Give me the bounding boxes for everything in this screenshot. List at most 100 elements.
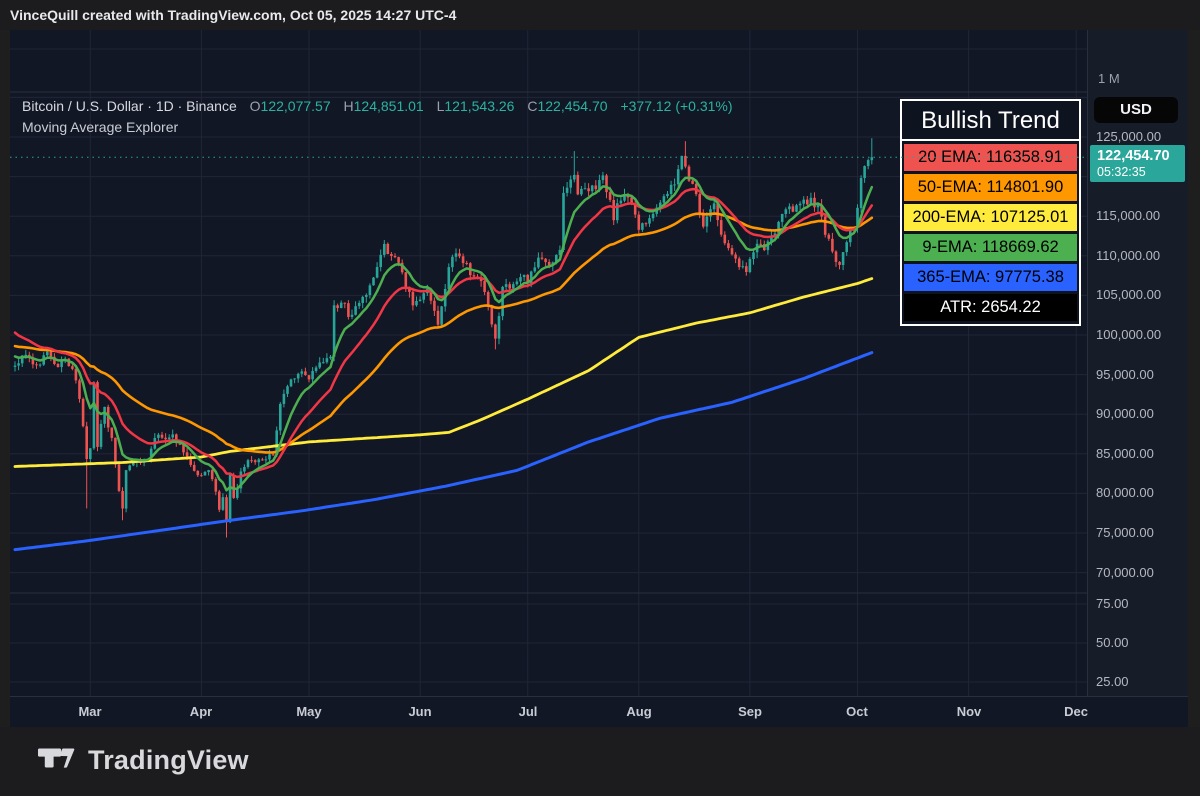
tradingview-logo[interactable]: TradingView	[38, 743, 249, 777]
candle-body	[669, 184, 673, 194]
candle-body	[325, 358, 329, 363]
candle-body	[404, 272, 408, 287]
candle-body	[748, 259, 752, 272]
price-axis[interactable]: 1 M USD 122,454.70 05:32:35 125,000.00 11…	[1087, 30, 1188, 696]
candle-body	[616, 203, 619, 221]
candle-body	[497, 316, 501, 339]
time-axis[interactable]: Mar Apr May Jun Jul Aug Sep Oct Nov Dec	[10, 696, 1188, 727]
candle-body	[200, 475, 203, 477]
candle-body	[648, 218, 651, 224]
candle-body	[322, 362, 325, 364]
candle-body	[447, 267, 451, 289]
candle-body	[698, 194, 701, 213]
candle-body	[246, 460, 250, 467]
candle-body	[601, 175, 605, 181]
month-label-may: May	[296, 704, 322, 719]
tradingview-logo-icon	[38, 748, 75, 768]
candle-body	[418, 299, 422, 301]
currency-toggle-button[interactable]: USD	[1094, 97, 1178, 123]
candle-body	[827, 234, 831, 239]
candle-body	[633, 203, 637, 215]
footer-bar: TradingView	[0, 727, 1200, 796]
candle-body	[103, 406, 106, 424]
price-tick-label: 105,000.00	[1096, 287, 1162, 302]
lower-pane-tick-label: 50.00	[1096, 635, 1129, 650]
candle-body	[623, 194, 626, 201]
candle-body	[608, 192, 612, 200]
price-tick-label: 110,000.00	[1096, 248, 1161, 263]
candle-body	[816, 205, 820, 208]
legend-row-1: 50-EMA: 114801.90	[904, 174, 1077, 201]
month-label-mar: Mar	[78, 704, 102, 719]
candle-body	[214, 479, 218, 492]
candle-body	[408, 286, 411, 292]
candle-body	[31, 357, 35, 365]
chart-plot[interactable]: Bitcoin / U.S. Dollar · 1D · Binance O12…	[10, 30, 1087, 696]
candle-body	[178, 443, 182, 445]
price-tick-label: 115,000.00	[1096, 208, 1161, 223]
candle-body	[411, 291, 415, 306]
change-value: +377.12 (+0.31%)	[620, 98, 733, 114]
candle-body	[823, 216, 827, 235]
candle-body	[354, 306, 357, 315]
candle-body	[809, 197, 813, 205]
lower-pane-tick-label: 25.00	[1096, 674, 1129, 689]
attribution-text: VinceQuill created with TradingView.com,…	[10, 7, 457, 23]
legend-row-0: 20 EMA: 116358.91	[904, 144, 1077, 171]
candle-body	[752, 252, 755, 259]
last-price-value: 122,454.70	[1097, 148, 1170, 164]
candle-body	[314, 367, 318, 371]
candle-body	[673, 184, 676, 186]
symbol-name: Bitcoin / U.S. Dollar · 1D · Binance	[22, 98, 237, 114]
candle-body	[587, 188, 590, 192]
candle-body	[529, 271, 533, 284]
candle-body	[160, 434, 164, 438]
candle-body	[519, 277, 522, 282]
candle-body	[311, 371, 314, 380]
candle-body	[472, 275, 476, 277]
candle-body	[676, 169, 680, 185]
last-price-badge: 122,454.70 05:32:35	[1090, 145, 1185, 182]
month-label-aug: Aug	[626, 704, 652, 719]
candle-body	[684, 155, 687, 167]
candle-body	[415, 301, 418, 306]
candle-body	[207, 470, 210, 473]
lower-pane-tick-label: 75.00	[1096, 596, 1129, 611]
candle-body	[870, 157, 874, 161]
candle-body	[580, 188, 583, 195]
candle-body	[167, 437, 171, 440]
candle-body	[117, 464, 121, 491]
candle-body	[845, 242, 848, 253]
candle-body	[702, 212, 705, 227]
candle-body	[171, 434, 174, 438]
candle-body	[458, 253, 461, 257]
price-tick-label: 100,000.00	[1096, 327, 1162, 342]
candle-body	[856, 207, 859, 228]
candle-body	[820, 205, 823, 217]
candle-body	[680, 155, 684, 170]
chart-title-block: Bitcoin / U.S. Dollar · 1D · Binance O12…	[22, 98, 733, 135]
candle-body	[461, 256, 465, 264]
candle-body	[723, 234, 727, 244]
candle-body	[422, 293, 425, 300]
candle-body	[465, 263, 468, 264]
legend-row-2: 200-EMA: 107125.01	[904, 204, 1077, 231]
candle-body	[53, 356, 56, 364]
20-ema-line	[13, 187, 874, 479]
candle-body	[250, 460, 253, 462]
candle-body	[727, 243, 730, 249]
candle-body	[228, 474, 232, 523]
candle-body	[806, 199, 809, 205]
candle-body	[318, 362, 321, 368]
candle-body	[264, 459, 268, 461]
candle-body	[569, 179, 572, 188]
chart-widget: Bitcoin / U.S. Dollar · 1D · Binance O12…	[10, 30, 1188, 727]
low-label: L	[436, 98, 445, 114]
candle-body	[451, 256, 454, 268]
candle-body	[71, 366, 74, 369]
candle-body	[189, 457, 192, 465]
candle-body	[85, 426, 88, 459]
candle-body	[375, 267, 379, 278]
candle-body	[537, 257, 540, 268]
candle-body	[46, 351, 49, 356]
